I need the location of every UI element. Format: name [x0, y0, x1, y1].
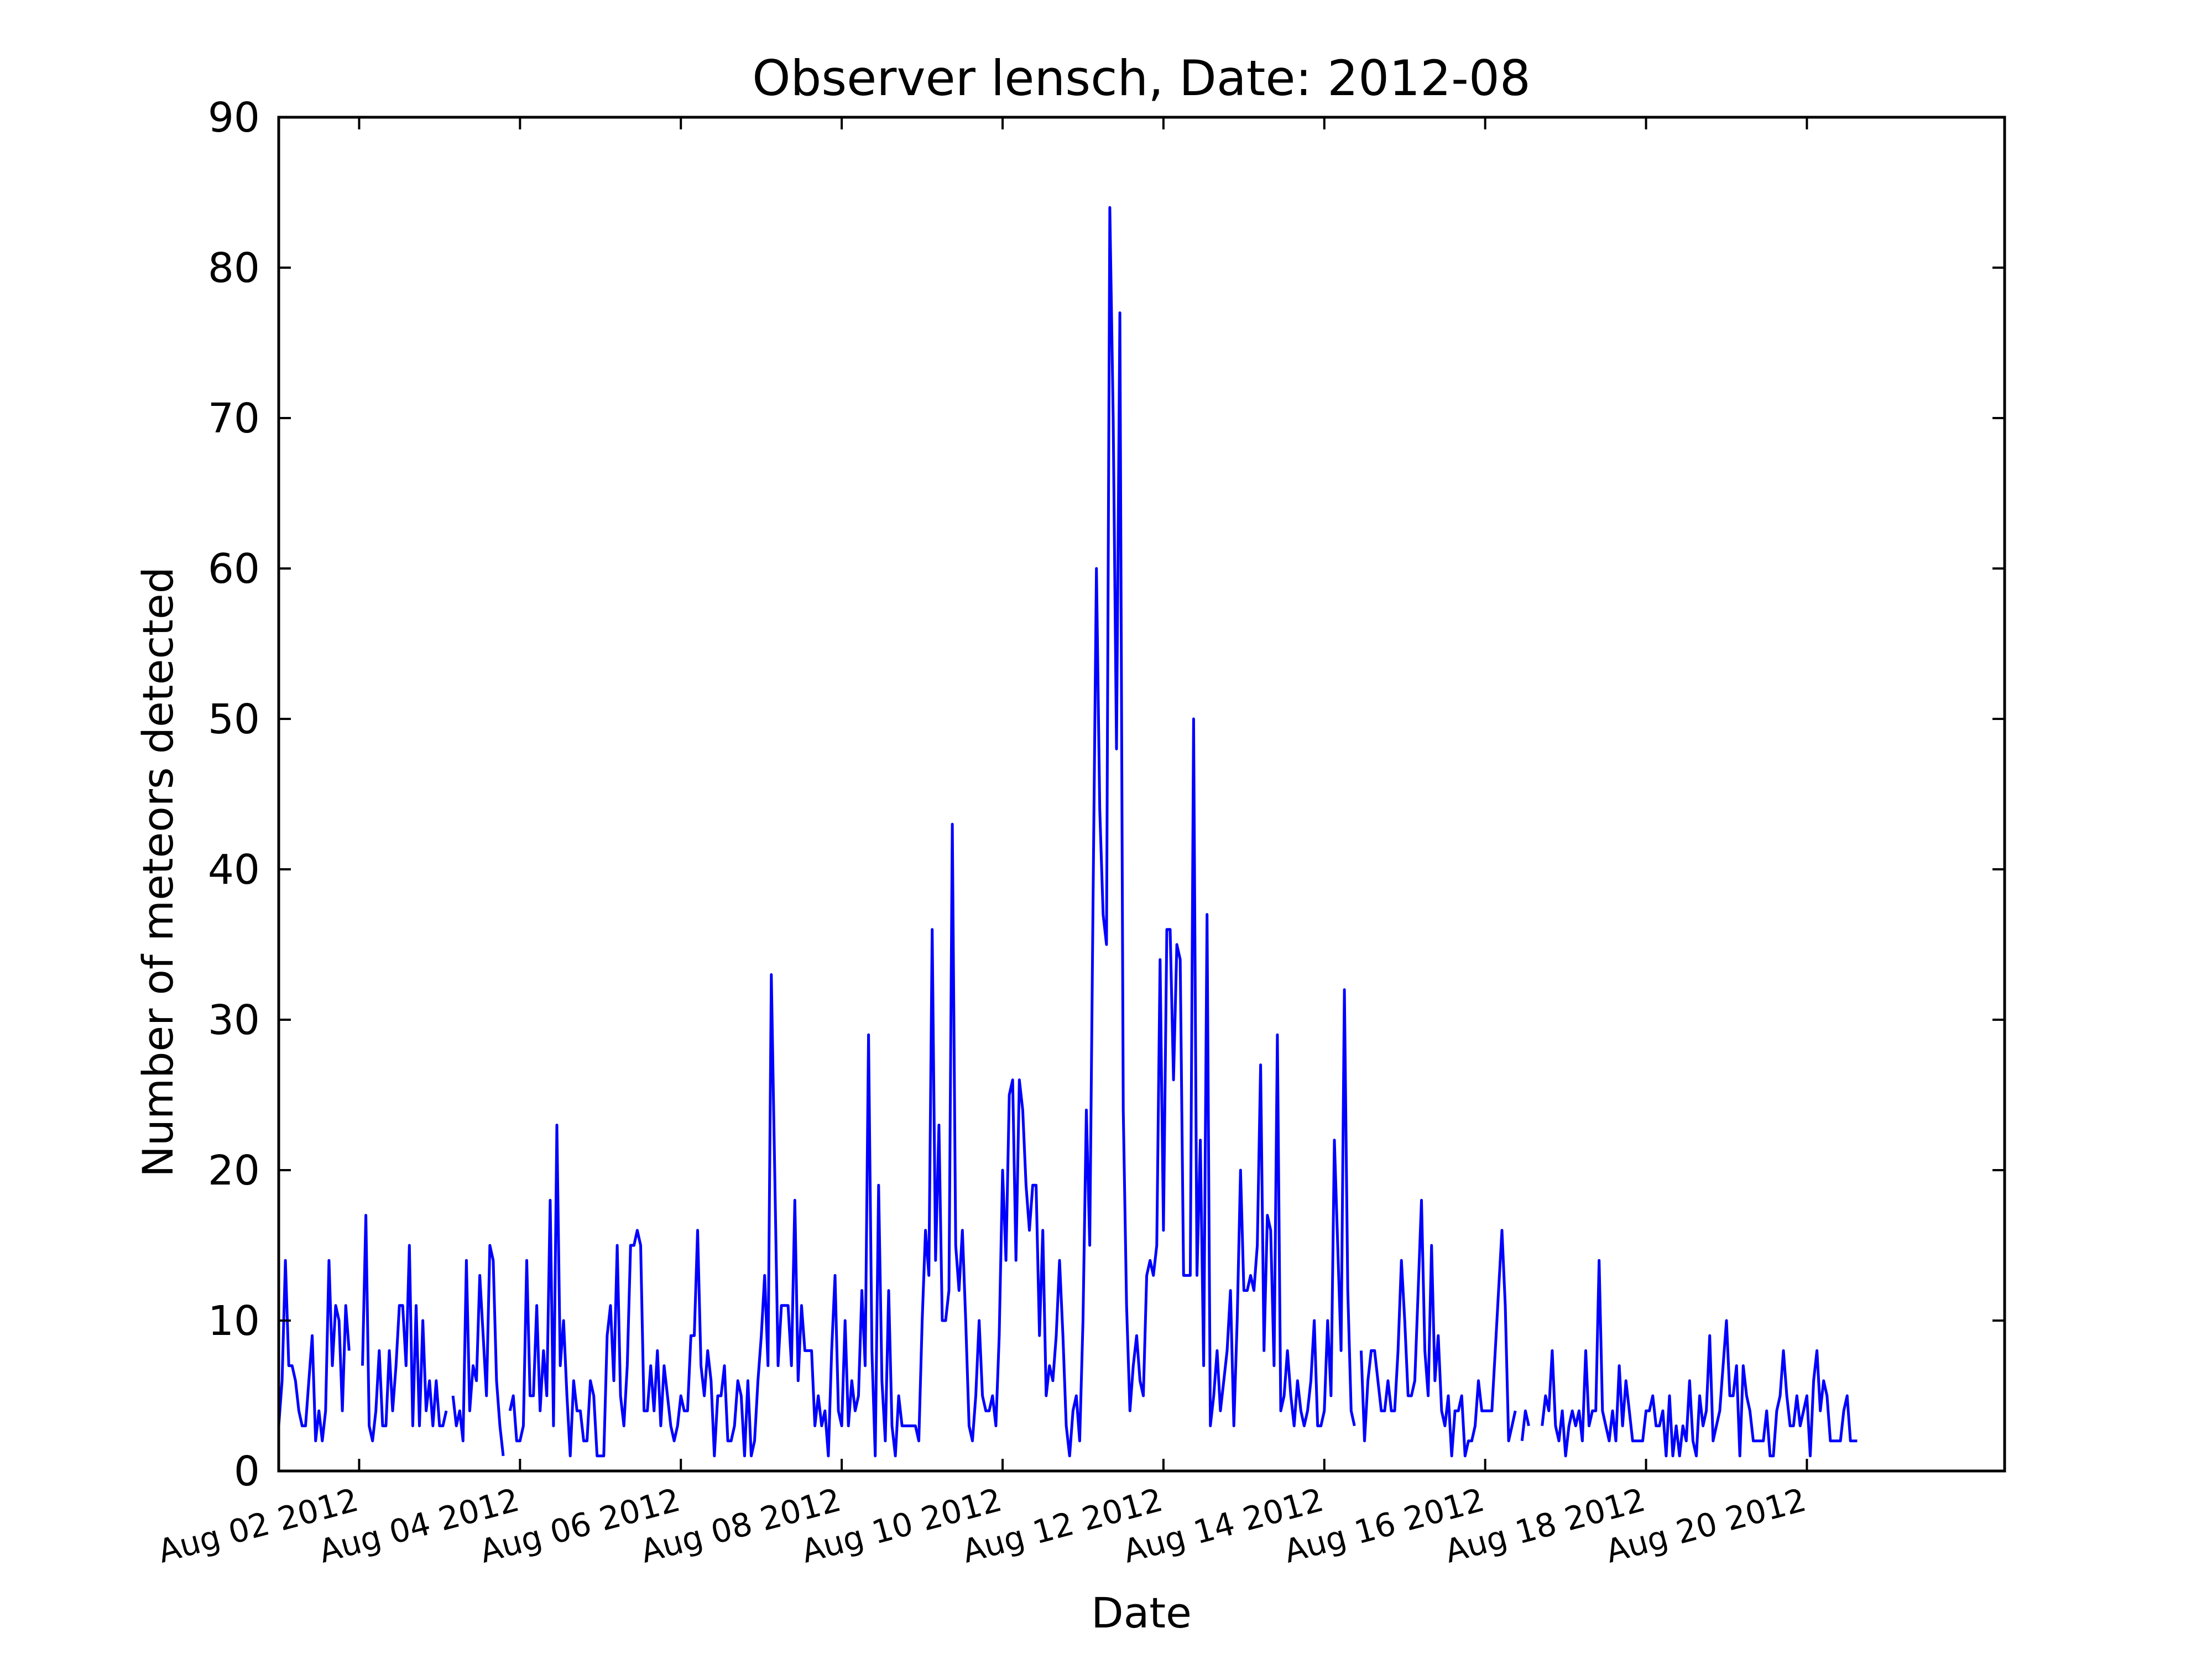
- series-line-segment: [451, 1244, 505, 1457]
- chart-title: Observer lensch, Date: 2012-08: [752, 50, 1531, 107]
- y-tick-label: 80: [208, 244, 260, 292]
- y-tick-label: 0: [234, 1448, 260, 1495]
- y-axis-label: Number of meteors detected: [133, 567, 182, 1177]
- y-tick-label: 90: [208, 94, 260, 142]
- y-tick-label: 10: [208, 1297, 260, 1345]
- y-tick-label: 30: [208, 997, 260, 1044]
- plot-area: [277, 116, 2006, 1473]
- y-tick-label: 40: [208, 846, 260, 894]
- x-axis-label: Date: [1091, 1588, 1192, 1637]
- series-line-segment: [277, 1259, 351, 1443]
- y-tick-label: 70: [208, 395, 260, 442]
- y-tick-label: 60: [208, 545, 260, 593]
- series-line-segment: [361, 1214, 448, 1443]
- series-line-segment: [1520, 1409, 1530, 1441]
- y-tick-label: 50: [208, 696, 260, 743]
- y-tick-label: 20: [208, 1147, 260, 1194]
- series-line-segment: [508, 206, 1356, 1458]
- series-line-segment: [1359, 1198, 1517, 1458]
- plot-frame: [277, 116, 2006, 1473]
- y-axis: 0 10 20 30 40 50 60 70 80 90: [208, 94, 2005, 1495]
- series-line-segment: [1541, 1259, 1858, 1458]
